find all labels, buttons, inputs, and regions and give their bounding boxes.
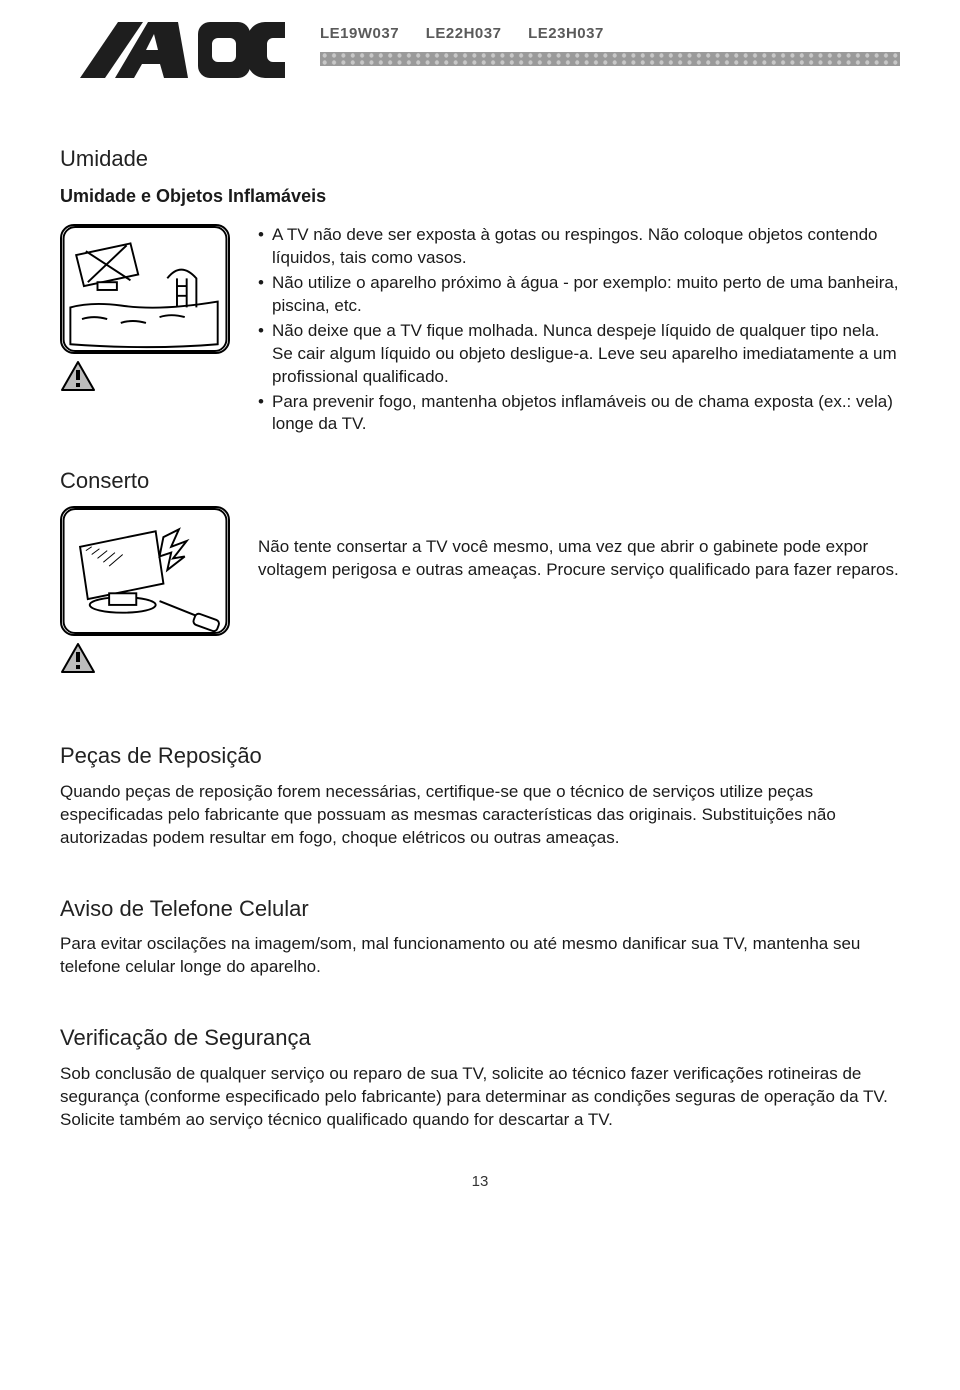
- page-number: 13: [60, 1172, 900, 1192]
- umidade-illustration-box: [60, 224, 230, 399]
- conserto-text: Não tente consertar a TV você mesmo, uma…: [258, 506, 900, 584]
- model-1: LE19W037: [320, 25, 399, 42]
- warning-icon: [60, 360, 96, 392]
- conserto-row: Não tente consertar a TV você mesmo, uma…: [60, 506, 900, 681]
- section-title-umidade: Umidade: [60, 144, 900, 174]
- aoc-logo: [60, 20, 290, 84]
- umidade-illustration: [60, 224, 230, 354]
- subheading-umidade: Umidade e Objetos Inflamáveis: [60, 184, 900, 208]
- umidade-text: A TV não deve ser exposta à gotas ou res…: [258, 224, 900, 438]
- aviso-paragraph: Para evitar oscilações na imagem/som, ma…: [60, 933, 900, 979]
- section-title-verificacao: Verificação de Segurança: [60, 1023, 900, 1053]
- section-title-conserto: Conserto: [60, 466, 900, 496]
- umidade-row: A TV não deve ser exposta à gotas ou res…: [60, 224, 900, 438]
- header-right: LE19W037 LE22H037 LE23H037: [320, 20, 900, 73]
- conserto-paragraph: Não tente consertar a TV você mesmo, uma…: [258, 536, 900, 582]
- verificacao-paragraph: Sob conclusão de qualquer serviço ou rep…: [60, 1063, 900, 1132]
- umidade-bullet-1: A TV não deve ser exposta à gotas ou res…: [258, 224, 900, 270]
- page-header: LE19W037 LE22H037 LE23H037: [60, 20, 900, 84]
- conserto-illustration-box: [60, 506, 230, 681]
- umidade-bullets: A TV não deve ser exposta à gotas ou res…: [258, 224, 900, 436]
- header-divider: [320, 52, 900, 66]
- pecas-paragraph: Quando peças de reposição forem necessár…: [60, 781, 900, 850]
- model-numbers: LE19W037 LE22H037 LE23H037: [320, 24, 900, 44]
- umidade-bullet-3: Não deixe que a TV fique molhada. Nunca …: [258, 320, 900, 389]
- conserto-illustration: [60, 506, 230, 636]
- section-title-pecas: Peças de Reposição: [60, 741, 900, 771]
- model-3: LE23H037: [528, 25, 604, 42]
- section-title-aviso: Aviso de Telefone Celular: [60, 894, 900, 924]
- umidade-bullet-2: Não utilize o aparelho próximo à água - …: [258, 272, 900, 318]
- model-2: LE22H037: [426, 25, 502, 42]
- warning-icon: [60, 642, 96, 674]
- umidade-bullet-4: Para prevenir fogo, mantenha objetos inf…: [258, 391, 900, 437]
